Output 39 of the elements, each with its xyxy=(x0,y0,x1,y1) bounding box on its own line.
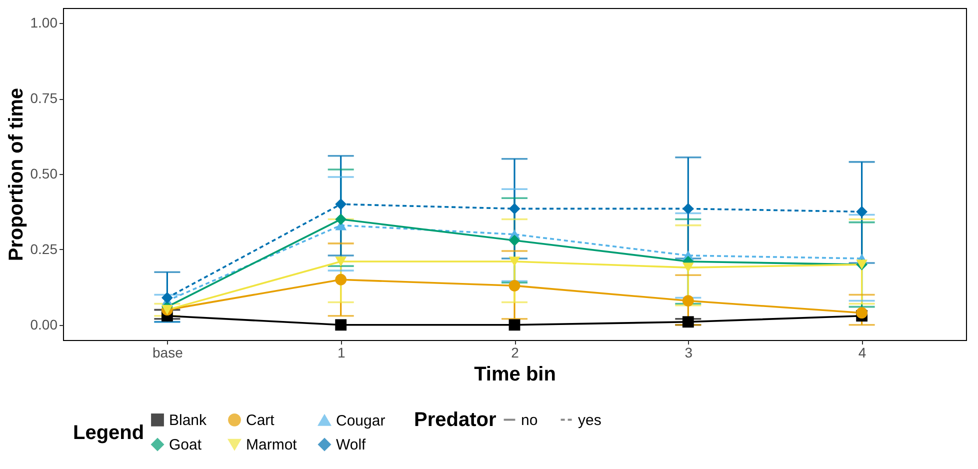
x-tick-label: 3 xyxy=(684,344,693,360)
point xyxy=(335,319,347,331)
point xyxy=(335,256,347,266)
text: yes xyxy=(578,412,602,429)
legend-label: Marmot xyxy=(246,436,298,454)
point xyxy=(682,295,694,306)
point xyxy=(508,203,520,214)
legend-label: Wolf xyxy=(336,436,367,454)
y-tick-label: 0.25 xyxy=(30,240,58,257)
x-axis-title: Time bin xyxy=(474,364,556,386)
legend-label: Cougar xyxy=(336,412,386,430)
y-tick-label: 0.75 xyxy=(30,90,58,106)
x-tick-label: base xyxy=(152,344,184,360)
point xyxy=(335,214,347,225)
y-tick-label: 1.00 xyxy=(30,14,58,31)
point xyxy=(335,198,347,210)
legend-label: Cart xyxy=(246,412,276,429)
point xyxy=(856,307,868,319)
x-tick-label: 2 xyxy=(511,344,520,360)
point xyxy=(682,316,694,328)
point xyxy=(508,234,520,246)
x-tick-label: 4 xyxy=(858,344,866,360)
point xyxy=(856,206,868,218)
legend-label: Goat xyxy=(169,436,202,454)
text: Predator xyxy=(414,409,496,431)
x-tick-label: 1 xyxy=(337,344,346,360)
point xyxy=(682,203,694,214)
text: Legend xyxy=(73,422,144,444)
point xyxy=(508,319,520,331)
legend-label: Blank xyxy=(169,412,208,429)
point xyxy=(682,262,694,272)
text: no xyxy=(521,412,538,429)
point xyxy=(161,292,173,304)
point xyxy=(508,256,520,266)
y-axis-title: Proportion of time xyxy=(5,88,28,262)
point xyxy=(335,274,347,286)
y-tick-label: 0.50 xyxy=(30,166,58,182)
point xyxy=(508,280,520,292)
y-tick-label: 0.00 xyxy=(30,316,58,332)
